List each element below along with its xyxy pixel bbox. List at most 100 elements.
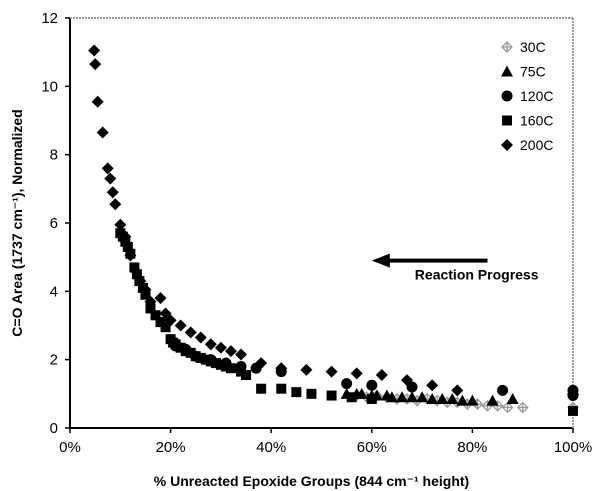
data-point [451,384,464,397]
y-tick-label: 4 [50,283,58,300]
data-point [180,346,191,357]
data-point [154,292,167,305]
legend: 30C 75C 120C 160C 200C [501,39,553,153]
data-point [275,362,288,375]
data-point [235,348,248,361]
data-point [401,374,414,387]
data-point [164,314,177,327]
data-point [89,58,102,71]
data-point [406,381,418,393]
data-point [456,394,469,406]
data-point [225,363,236,374]
data-point [446,392,459,404]
data-point [185,347,196,358]
data-point [129,264,142,277]
data-point [346,392,357,403]
data-point [144,295,157,308]
data-point [114,218,127,231]
data-point [96,126,109,139]
data-point [255,357,268,370]
data-point [220,361,231,372]
data-point [184,326,197,339]
data-point [306,388,317,399]
y-tick-label: 0 [50,420,58,437]
data-point [150,310,161,321]
data-point [210,358,221,369]
data-point [155,317,166,328]
data-point [326,390,337,401]
legend-label-30c: 30C [520,39,546,55]
data-point [341,378,353,390]
legend-marker-30c [501,41,513,53]
y-tick-label: 12 [41,10,58,27]
data-point [170,339,181,350]
legend-marker-75c [501,65,513,77]
legend-marker-200c [501,139,513,151]
data-point [436,392,449,404]
y-tick-label: 10 [41,78,58,95]
data-point [214,341,227,354]
data-point [486,394,499,406]
data-point [195,352,206,363]
data-point [236,366,247,377]
data-point [501,401,514,414]
y-tick-label: 2 [50,352,58,369]
data-point [325,365,338,378]
data-point [190,351,201,362]
data-point [124,249,137,262]
data-point [567,387,579,400]
data-point [375,369,388,382]
data-point [416,391,429,403]
data-point [119,230,132,243]
data-point [104,172,117,185]
data-point [175,342,186,353]
axes [69,17,574,429]
y-tick-label: 6 [50,215,58,232]
data-point [366,379,378,391]
data-point [385,391,398,403]
data-point [215,359,226,370]
data-point [224,345,237,358]
data-point [406,391,419,403]
data-point [109,198,122,211]
data-point [256,383,267,394]
data-point [366,393,377,404]
data-point [205,356,216,367]
tick-labels: 0% 20% 40% 60% 80% 100% 0 2 4 6 8 10 12 [41,10,592,456]
legend-label-120c: 120C [520,88,553,104]
reaction-progress-label: Reaction Progress [415,267,539,283]
y-axis-title: C=O Area (1737 cm⁻¹), Normalized [9,109,25,336]
x-axis-title: % Unreacted Epoxide Groups (844 cm⁻¹ hei… [154,473,469,489]
legend-label-200c: 200C [520,137,553,153]
legend-label-75c: 75C [520,64,546,80]
annotation: Reaction Progress [371,253,539,283]
data-point [291,387,302,398]
data-point [174,319,187,332]
data-point [506,392,519,404]
data-points [88,44,579,416]
x-tick-label: 20% [156,439,186,456]
x-tick-label: 40% [256,439,286,456]
data-point [300,363,313,376]
data-point [160,322,171,333]
legend-marker-120c [501,90,513,102]
data-point [395,391,408,403]
data-point [516,401,529,414]
legend-label-160c: 160C [520,113,553,129]
data-point [355,387,368,399]
x-tick-label: 100% [554,439,592,456]
data-point [568,405,578,416]
data-point [466,394,479,406]
x-tick-label: 80% [457,439,487,456]
data-point [426,392,439,404]
data-point [200,354,211,365]
data-point [91,95,104,108]
data-point [497,384,509,396]
data-point [194,331,207,344]
x-tick-label: 60% [357,439,387,456]
data-point [204,338,217,351]
x-tick-label: 0% [59,439,81,456]
data-point [122,241,133,252]
data-point [139,283,152,296]
